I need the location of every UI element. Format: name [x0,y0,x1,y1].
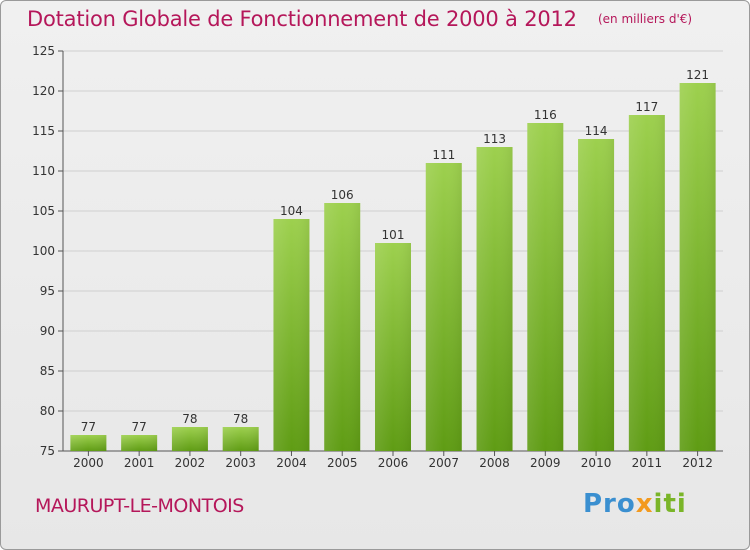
y-tick-label: 95 [40,284,55,298]
logo-part-pro: Pro [583,489,636,519]
logo-part-iti: iti [653,489,687,519]
x-tick-labels: 2000 2001 2002 2003 2004 2005 2006 2007 2008 2009… [73,456,713,470]
bar-value-label: 116 [534,108,557,122]
bar-value-label: 117 [635,100,658,114]
y-tick-label: 115 [32,124,55,138]
bar-shine [476,147,513,451]
x-tick-label: 2002 [175,456,206,470]
chart-title-unit: (en milliers d'€) [597,12,693,26]
bar-shine [578,139,615,451]
proxiti-logo: Proxiti [583,489,687,519]
y-tick-label: 75 [40,444,55,458]
bar-shine [273,219,310,451]
bar-value-label: 121 [686,68,709,82]
bar-value-label: 104 [280,204,303,218]
x-tick-label: 2005 [327,456,358,470]
y-tick-label: 90 [40,324,55,338]
x-tick-label: 2006 [378,456,409,470]
bar-shine [375,243,411,451]
bars [70,83,716,451]
bar-shine [121,435,158,451]
bar-value-label: 113 [483,132,506,146]
x-tick-label: 2007 [428,456,459,470]
bar-shine [222,427,259,451]
commune-name: MAURUPT-LE-MONTOIS [35,495,244,517]
bar-value-label: 111 [432,148,455,162]
bar-value-label: 78 [182,412,197,426]
chart-title: Dotation Globale de Fonctionnement de 20… [27,7,692,31]
x-tick-label: 2003 [225,456,256,470]
x-tick-label: 2008 [479,456,510,470]
logo-part-x: x [635,489,654,519]
bar-shine [70,435,107,451]
bar-value-label: 101 [382,228,405,242]
bar-shine [425,163,462,451]
y-tick-label: 100 [32,244,55,258]
x-tick-label: 2012 [682,456,713,470]
bar-value-label: 78 [233,412,248,426]
bar-shine [628,115,665,451]
y-tick-label: 110 [32,164,55,178]
y-tick-label: 125 [32,44,55,58]
x-tick-label: 2009 [530,456,561,470]
bar-value-label: 106 [331,188,354,202]
x-tick-label: 2000 [73,456,104,470]
y-tick-label: 80 [40,404,55,418]
bar-shine [527,123,564,451]
bar-shine [679,83,716,451]
chart-title-main: Dotation Globale de Fonctionnement de 20… [27,7,577,31]
bar-value-label: 77 [81,420,96,434]
bar-value-label: 77 [132,420,147,434]
y-tick-labels: 75 80 85 90 95 100 105 110 115 120 125 [32,44,55,458]
x-tick-label: 2001 [124,456,155,470]
bar-shine [171,427,208,451]
bar-shine [324,203,361,451]
x-tick-label: 2004 [276,456,307,470]
x-tick-label: 2010 [581,456,612,470]
y-tick-label: 105 [32,204,55,218]
y-tick-label: 85 [40,364,55,378]
y-tick-label: 120 [32,84,55,98]
data-labels: 77 77 78 78 104 106 101 111 113 116 114 117 121 [81,68,709,434]
x-tick-label: 2011 [632,456,663,470]
bar-value-label: 114 [585,124,608,138]
